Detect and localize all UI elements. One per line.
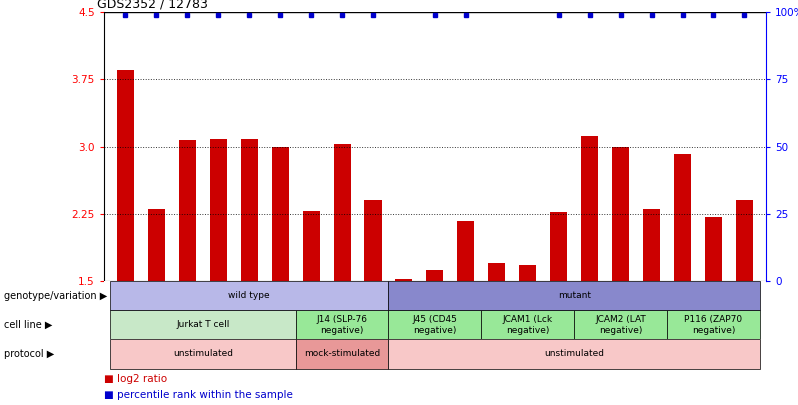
Text: Jurkat T cell: Jurkat T cell [176, 320, 230, 329]
Text: ■ log2 ratio: ■ log2 ratio [104, 374, 167, 384]
Bar [389, 310, 481, 339]
Bar [396, 279, 413, 281]
Text: unstimulated: unstimulated [173, 350, 233, 358]
Bar [365, 200, 381, 281]
Bar [210, 139, 227, 281]
Bar [179, 141, 196, 281]
Bar [736, 200, 753, 281]
Text: P116 (ZAP70
negative): P116 (ZAP70 negative) [685, 315, 742, 335]
Bar [271, 147, 289, 281]
Bar [519, 265, 536, 281]
Text: GDS2352 / 12783: GDS2352 / 12783 [97, 0, 208, 11]
Bar [667, 310, 760, 339]
Bar [426, 270, 444, 281]
Bar [241, 139, 258, 281]
Bar [148, 209, 165, 281]
Bar [481, 310, 575, 339]
Bar [334, 144, 350, 281]
Bar [117, 70, 134, 281]
Bar [581, 136, 598, 281]
Text: mock-stimulated: mock-stimulated [304, 350, 380, 358]
Bar [550, 212, 567, 281]
Bar [389, 281, 760, 310]
Bar [612, 147, 629, 281]
Text: ■ percentile rank within the sample: ■ percentile rank within the sample [104, 390, 293, 400]
Text: J14 (SLP-76
negative): J14 (SLP-76 negative) [317, 315, 368, 335]
Bar [705, 217, 722, 281]
Bar [674, 154, 691, 281]
Bar [457, 221, 474, 281]
Bar [488, 263, 505, 281]
Bar [110, 310, 295, 339]
Bar [295, 310, 389, 339]
Bar [302, 211, 320, 281]
Bar [110, 339, 295, 369]
Text: genotype/variation ▶: genotype/variation ▶ [4, 291, 107, 301]
Bar [575, 310, 667, 339]
Text: mutant: mutant [558, 291, 591, 300]
Text: wild type: wild type [228, 291, 270, 300]
Text: J45 (CD45
negative): J45 (CD45 negative) [413, 315, 457, 335]
Text: cell line ▶: cell line ▶ [4, 320, 53, 330]
Bar [389, 339, 760, 369]
Bar [295, 339, 389, 369]
Text: JCAM1 (Lck
negative): JCAM1 (Lck negative) [503, 315, 553, 335]
Bar [110, 281, 389, 310]
Text: unstimulated: unstimulated [544, 350, 604, 358]
Text: protocol ▶: protocol ▶ [4, 349, 54, 359]
Text: JCAM2 (LAT
negative): JCAM2 (LAT negative) [595, 315, 646, 335]
Bar [643, 209, 660, 281]
